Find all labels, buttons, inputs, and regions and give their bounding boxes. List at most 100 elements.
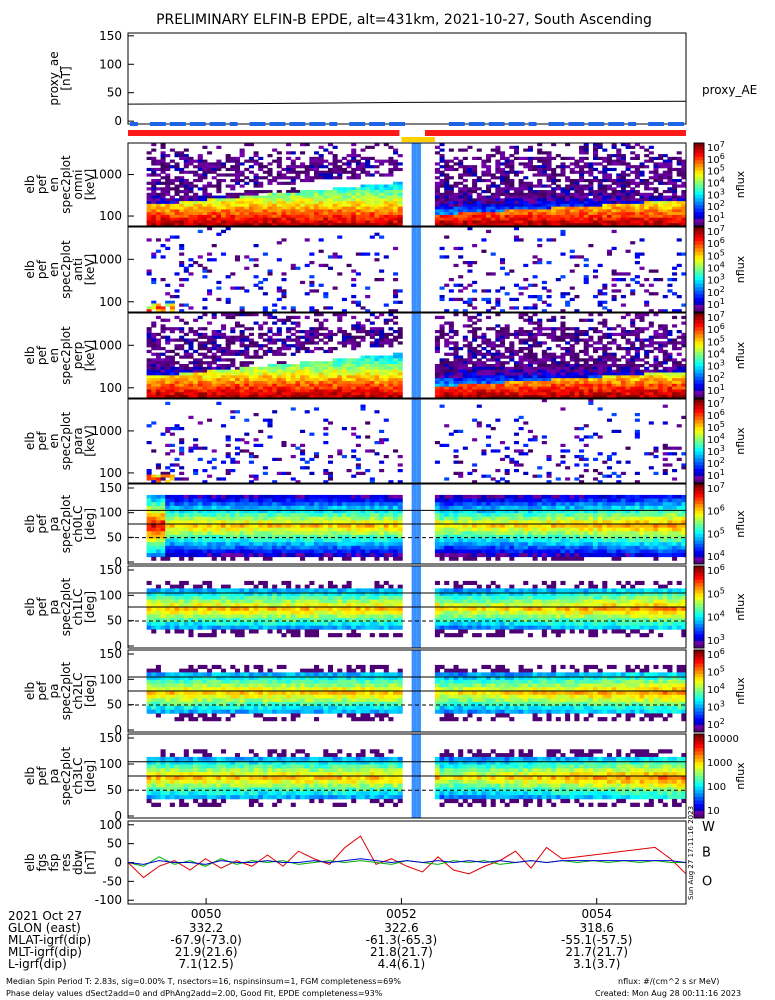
heatmap-cell xyxy=(509,332,515,337)
heatmap-cell xyxy=(569,255,575,259)
heatmap-cell xyxy=(341,395,347,399)
heatmap-cell xyxy=(634,156,640,160)
heatmap-cell xyxy=(541,209,547,213)
heatmap-cell xyxy=(365,187,371,191)
heatmap-cell xyxy=(625,395,631,399)
heatmap-cell xyxy=(393,335,399,339)
heatmap-cell xyxy=(672,178,678,183)
heatmap-cell xyxy=(304,178,310,183)
heatmap-cell xyxy=(248,217,254,221)
heatmap-cell xyxy=(360,375,366,379)
heatmap-cell xyxy=(560,229,566,234)
heatmap-cell xyxy=(560,389,566,393)
heatmap-cell xyxy=(253,392,259,396)
heatmap-cell xyxy=(648,151,654,155)
heatmap-cell xyxy=(327,338,333,342)
heatmap-cell xyxy=(146,214,152,219)
heatmap-cell xyxy=(276,156,282,160)
ylabel-line: [keV] xyxy=(83,169,97,200)
heatmap-cell xyxy=(625,378,631,382)
heatmap-cell xyxy=(197,335,203,339)
heatmap-cell xyxy=(262,278,268,282)
heatmap-cell xyxy=(341,369,347,373)
heatmap-cell xyxy=(537,167,543,172)
heatmap-cell xyxy=(416,306,421,310)
heatmap-cell xyxy=(332,332,338,337)
heatmap-cell xyxy=(579,192,585,196)
heatmap-cell xyxy=(523,338,529,342)
heatmap-cell xyxy=(588,318,594,322)
panel-frame xyxy=(127,142,687,227)
heatmap-cell xyxy=(355,395,361,399)
heatmap-cell xyxy=(202,212,208,216)
heatmap-cell xyxy=(174,206,180,210)
heatmap-cell xyxy=(234,178,240,183)
heatmap-cell xyxy=(569,209,575,213)
heatmap-cell xyxy=(541,212,547,216)
heatmap-cell xyxy=(155,309,161,313)
heatmap-cell xyxy=(495,364,501,368)
heatmap-cell xyxy=(574,187,580,191)
heatmap-cell xyxy=(202,366,208,371)
heatmap-cell xyxy=(244,217,250,221)
heatmap-cell xyxy=(588,381,594,385)
heatmap-cell xyxy=(481,195,487,199)
heatmap-cell xyxy=(486,206,492,210)
ylabel-line: spec2plot xyxy=(59,240,73,299)
heatmap-cell xyxy=(160,195,166,199)
heatmap-cell xyxy=(314,313,320,317)
heatmap-cell xyxy=(332,187,338,191)
heatmap-cell xyxy=(611,201,617,205)
colorbar-step xyxy=(694,227,704,232)
heatmap-cell xyxy=(225,386,231,390)
heatmap-cell xyxy=(593,361,599,365)
heatmap-cell xyxy=(611,159,617,163)
heatmap-cell xyxy=(462,324,468,328)
heatmap-cell xyxy=(211,381,217,385)
heatmap-cell xyxy=(546,220,552,224)
heatmap-cell xyxy=(541,378,547,382)
heatmap-cell xyxy=(565,327,571,331)
heatmap-cell xyxy=(606,355,612,359)
heatmap-cell xyxy=(597,162,603,166)
heatmap-cell xyxy=(458,162,464,166)
heatmap-cell xyxy=(662,159,668,163)
heatmap-cell xyxy=(634,335,640,339)
heatmap-cell xyxy=(620,190,626,194)
heatmap-cell xyxy=(230,375,236,379)
heatmap-cell xyxy=(248,327,254,331)
heatmap-cell xyxy=(211,209,217,213)
heatmap-cell xyxy=(527,344,533,348)
heatmap-cell xyxy=(230,335,236,339)
heatmap-cell xyxy=(527,352,533,356)
heatmap-cell xyxy=(202,220,208,224)
heatmap-cell xyxy=(611,220,617,224)
heatmap-cell xyxy=(165,383,171,388)
heatmap-cell xyxy=(337,255,343,259)
heatmap-cell xyxy=(360,198,366,202)
heatmap-cell xyxy=(216,220,222,224)
heatmap-cell xyxy=(351,187,357,191)
heatmap-cell xyxy=(309,338,315,342)
heatmap-cell xyxy=(286,386,292,390)
heatmap-cell xyxy=(295,392,301,396)
heatmap-cell xyxy=(653,173,659,177)
heatmap-cell xyxy=(314,341,320,345)
heatmap-cell xyxy=(295,381,301,385)
heatmap-cell xyxy=(234,349,240,354)
heatmap-cell xyxy=(579,214,585,219)
heatmap-cell xyxy=(253,395,259,399)
heatmap-cell xyxy=(286,176,292,180)
heatmap-cell xyxy=(267,198,273,202)
heatmap-cell xyxy=(253,341,259,345)
heatmap-cell xyxy=(304,198,310,202)
heatmap-cell xyxy=(630,375,636,379)
heatmap-cell xyxy=(230,327,236,331)
heatmap-cell xyxy=(411,235,417,239)
heatmap-cell xyxy=(216,335,222,339)
heatmap-cell xyxy=(634,223,640,227)
heatmap-cell xyxy=(346,378,352,382)
heatmap-cell xyxy=(672,190,678,194)
heatmap-cell xyxy=(434,190,440,194)
heatmap-cell xyxy=(672,203,678,208)
